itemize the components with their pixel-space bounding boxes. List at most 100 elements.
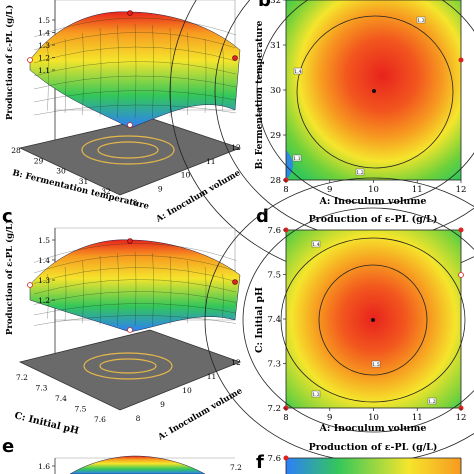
chart-f-contour-plot: 7.6	[267, 454, 462, 474]
chart-c-mesh-line	[33, 291, 237, 305]
chart-a-mesh-line	[33, 104, 237, 116]
chart-e-y-ticks: 7.2	[230, 463, 242, 472]
chart-b-x-label: A: Inoculum volume	[319, 196, 427, 207]
chart-b-y-label: B: Fermentation temperature	[255, 20, 265, 169]
chart-c-design-point-right	[232, 279, 238, 285]
chart-b-contour-2	[256, 0, 474, 205]
chart-a-mesh-line	[33, 75, 237, 90]
chart-c-mesh-line	[33, 267, 237, 284]
chart-a-x-ticks: 8 9 10 11 12	[133, 143, 241, 207]
chart-c-y-tick-label: 7.5	[75, 405, 87, 414]
panel-letter-c: c	[2, 206, 13, 227]
chart-d-y-label: C: Initial pH	[254, 287, 265, 353]
chart-b-contour-labels: 1.4 1.3 1.2 1.1	[292, 16, 426, 176]
chart-c-mesh-line	[169, 256, 172, 325]
chart-c-mesh-line	[152, 253, 154, 326]
chart-c-z-tick-label: 1.3	[38, 276, 50, 285]
chart-a-mesh-line	[33, 32, 237, 51]
chart-d-contour-label: 1.3	[312, 392, 319, 398]
chart-b-contour-label: 1.1	[293, 156, 300, 162]
chart-d-y-tick-label: 7.4	[267, 315, 281, 325]
chart-d-contour-plot: 1.5 1.4 1.3 1.2 8 9 10 11 12 7.2 7.3 7.4 7.5 7.6 A:…	[204, 177, 474, 463]
chart-b-contour-plot: 1.4 1.3 1.2 1.1 8 9 10 11 12 28 29 30 31 32 A: Inoc…	[169, 0, 474, 281]
chart-d-x-ticks: 8 9 10 11 12	[283, 408, 466, 423]
chart-c-design-point-top	[127, 238, 133, 244]
chart-d-x-tick-label: 9	[327, 413, 332, 423]
chart-c-y-label: C: Initial pH	[13, 410, 80, 437]
chart-a-x-tick-label: 10	[181, 171, 191, 180]
chart-b-edge-point	[458, 57, 464, 63]
chart-f-y-ticks: 7.6	[267, 454, 281, 464]
chart-b-x-tick-label: 12	[456, 185, 467, 195]
chart-a-mesh-line	[33, 90, 237, 103]
chart-c-mesh-line	[117, 253, 119, 326]
chart-f-plot-area	[286, 458, 461, 474]
chart-d-contour-label-box	[311, 240, 321, 248]
chart-a-z-label: Production of ε-PL (g/L)	[4, 5, 15, 120]
panel-letter-b: b	[258, 0, 271, 11]
chart-a-z-tick-label: 1.4	[38, 29, 50, 38]
chart-b-contour-label: 1.4	[294, 69, 301, 75]
chart-a-surface	[29, 11, 241, 129]
chart-a-x-tick-label: 11	[206, 157, 216, 166]
chart-b-x-tick-label: 8	[283, 185, 288, 195]
chart-e-y-tick-label: 7.2	[230, 463, 242, 472]
chart-c-floor-contour-1	[83, 352, 173, 380]
chart-f-y-tick-label: 7.6	[267, 454, 281, 464]
chart-a-x-tick-label: 8	[133, 198, 138, 207]
chart-d-y-tick-label: 7.6	[267, 226, 281, 236]
chart-b-y-ticks: 28 29 30 31 32	[270, 0, 286, 186]
panel-letter-d: d	[256, 206, 269, 227]
chart-a-surface-plot: 1.1 1.2 1.3 1.4 1.5 Production of ε-PL (g/L)…	[4, 0, 243, 225]
chart-a-design-point-top	[127, 10, 133, 16]
chart-c-x-tick-label: 10	[182, 386, 192, 395]
chart-b-y-tick-label: 28	[270, 176, 281, 186]
chart-d-x-tick-label: 8	[283, 413, 288, 423]
chart-a-design-point-bottom	[127, 122, 133, 128]
chart-c-mesh-line	[134, 251, 137, 327]
chart-c-design-point-bottom	[127, 327, 133, 333]
chart-c-mesh-line	[33, 255, 237, 274]
chart-b-contour-label: 1.2	[356, 170, 363, 176]
chart-a-y-tick-label: 30	[56, 167, 66, 176]
chart-d-contour-label: 1.5	[372, 362, 379, 368]
chart-b-y-tick-label: 30	[270, 86, 281, 96]
chart-c-z-label: Production of ε-PL (g/L)	[4, 220, 15, 335]
chart-d-contour-label-box	[371, 360, 381, 368]
chart-e-z-tick-label: 1.6	[38, 462, 50, 471]
chart-b-x-tick-label: 11	[412, 185, 423, 195]
chart-f-title: Production of ε-PL (g/L)	[309, 442, 438, 453]
chart-e-surface	[69, 455, 206, 474]
chart-a-z-ticks: 1.1 1.2 1.3 1.4 1.5	[38, 16, 55, 75]
chart-b-y-tick-label: 29	[270, 131, 281, 141]
chart-a-z-tick-label: 1.3	[38, 41, 50, 50]
chart-a-mesh-line	[152, 25, 154, 118]
chart-c-mesh-line	[99, 256, 102, 325]
chart-d-contour-label-box	[427, 397, 437, 405]
chart-d-contour-label: 1.2	[428, 399, 435, 405]
chart-b-center-point	[372, 89, 376, 93]
panel-letter-f: f	[256, 452, 264, 473]
chart-a-y-tick-label: 31	[79, 177, 89, 186]
chart-d-contour-label-box	[311, 390, 321, 398]
chart-e-z-ticks: 1.6	[38, 462, 55, 471]
chart-a-floor	[18, 117, 242, 196]
chart-d-y-tick-label: 7.5	[267, 271, 281, 281]
chart-a-mesh-line	[204, 38, 207, 114]
chart-c-mesh-line	[82, 260, 84, 324]
chart-b-x-ticks: 8 9 10 11 12	[283, 180, 466, 195]
chart-b-contour-label: 1.3	[417, 18, 424, 24]
chart-b-contour-label-box	[292, 154, 302, 162]
chart-b-low-corner	[286, 150, 293, 180]
chart-b-y-tick-label: 32	[270, 0, 281, 6]
chart-a-z-tick-label: 1.1	[38, 66, 50, 75]
chart-c-y-tick-label: 7.2	[16, 373, 28, 382]
chart-c-z-tick-label: 1.2	[38, 296, 50, 305]
chart-c-mesh-line	[33, 279, 237, 295]
chart-b-x-tick-label: 10	[368, 185, 379, 195]
chart-a-mesh-line	[33, 46, 237, 64]
chart-d-contour-label: 1.4	[312, 242, 319, 248]
chart-c-z-ticks: 1.2 1.3 1.4 1.5	[38, 236, 55, 305]
